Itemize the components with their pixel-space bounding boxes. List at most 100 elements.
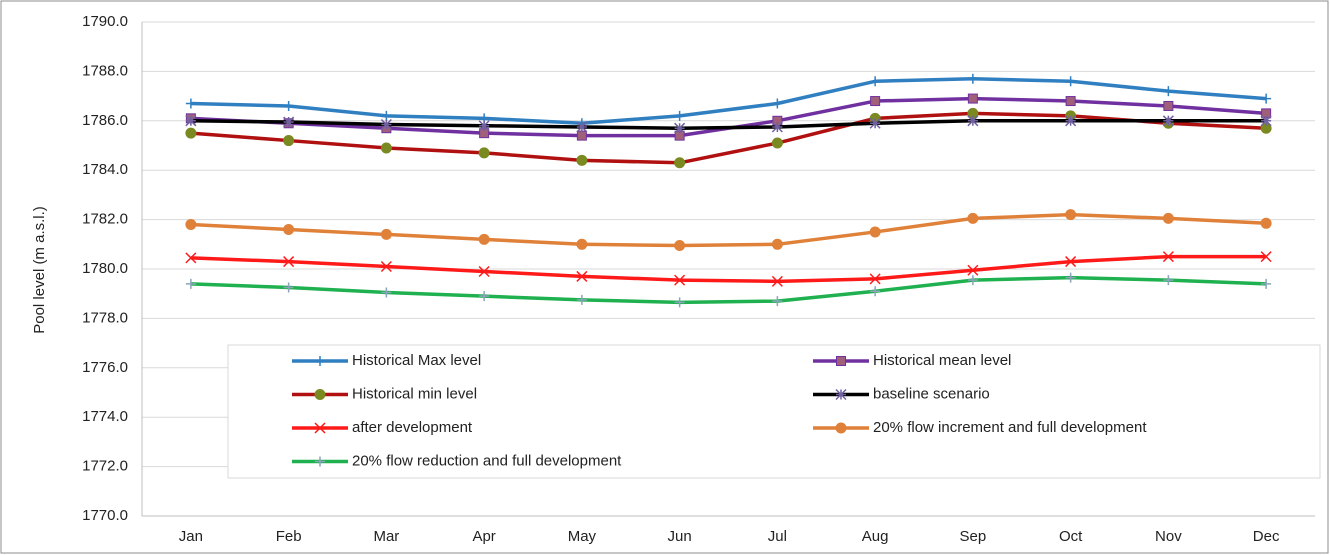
legend-label: Historical mean level: [873, 352, 1011, 369]
marker: [478, 265, 490, 278]
legend-label: Historical Max level: [352, 352, 481, 369]
x-tick-label: Dec: [1253, 528, 1280, 545]
y-tick-label: 1782.0: [82, 211, 128, 228]
marker: [771, 137, 783, 149]
marker: [478, 147, 490, 159]
marker: [315, 356, 325, 366]
y-tick-label: 1790.0: [82, 13, 128, 30]
series-line: [190, 254, 1267, 284]
marker: [1162, 115, 1174, 127]
legend-label: Historical min level: [352, 385, 477, 402]
marker: [1261, 278, 1272, 289]
marker: [185, 98, 196, 109]
marker: [283, 135, 295, 147]
marker: [576, 294, 587, 305]
marker: [870, 286, 881, 297]
marker: [314, 422, 326, 434]
y-axis-label: Pool level (m a.s.l.): [31, 206, 48, 334]
y-tick-label: 1786.0: [82, 112, 128, 129]
marker: [967, 212, 979, 224]
marker: [576, 238, 588, 250]
series-line: [190, 77, 1267, 126]
x-tick-label: May: [568, 528, 597, 545]
marker: [478, 233, 490, 245]
marker: [870, 96, 881, 107]
y-tick-label: 1788.0: [82, 62, 128, 79]
series: [185, 272, 1272, 308]
marker: [479, 291, 490, 302]
marker: [185, 252, 197, 264]
series-line: [190, 212, 1267, 248]
x-tick-label: Oct: [1059, 528, 1083, 545]
marker: [478, 120, 490, 132]
y-tick-label: 1770.0: [82, 507, 128, 524]
marker: [869, 273, 881, 285]
marker: [283, 116, 295, 128]
y-tick-label: 1784.0: [82, 161, 128, 178]
marker: [967, 73, 978, 84]
marker: [674, 240, 686, 252]
marker: [185, 127, 197, 139]
x-tick-label: Sep: [960, 528, 987, 545]
marker: [576, 270, 588, 282]
marker: [185, 219, 197, 231]
marker: [674, 297, 685, 308]
marker: [576, 154, 588, 166]
marker: [1261, 93, 1272, 104]
series: [185, 251, 1272, 287]
marker: [1260, 217, 1272, 229]
marker: [835, 422, 847, 434]
marker: [283, 282, 294, 293]
marker: [870, 76, 881, 87]
marker: [967, 93, 978, 104]
x-tick-label: Mar: [373, 528, 399, 545]
marker: [1163, 86, 1174, 97]
marker: [967, 275, 978, 286]
marker: [1260, 251, 1272, 263]
marker: [576, 130, 587, 141]
marker: [1163, 100, 1174, 111]
marker: [380, 142, 392, 154]
marker: [771, 238, 783, 250]
marker: [674, 122, 686, 134]
marker: [1163, 275, 1174, 286]
marker: [1065, 115, 1077, 127]
marker: [1065, 256, 1077, 268]
series-line: [190, 111, 1267, 165]
legend-label: after development: [352, 419, 473, 436]
marker: [772, 296, 783, 307]
marker: [185, 278, 196, 289]
marker: [835, 388, 847, 401]
x-tick-label: Nov: [1155, 528, 1182, 545]
x-tick-label: Jan: [179, 528, 203, 545]
marker: [771, 275, 783, 287]
legend-box: [227, 344, 1321, 479]
marker: [1065, 76, 1076, 87]
marker: [1260, 115, 1272, 127]
marker: [381, 110, 392, 121]
marker: [869, 117, 881, 129]
marker: [1065, 272, 1076, 283]
marker: [380, 260, 392, 273]
legend: Historical Max level Historical mean leve…: [227, 344, 1321, 479]
x-tick-label: Apr: [472, 528, 495, 545]
marker: [674, 157, 686, 169]
y-tick-label: 1778.0: [82, 309, 128, 326]
marker: [381, 287, 392, 298]
marker: [771, 121, 783, 133]
marker: [185, 115, 197, 127]
x-tick-label: Feb: [276, 528, 302, 545]
marker: [1065, 209, 1077, 221]
legend-label: 20% flow reduction and full development: [352, 452, 622, 469]
marker: [576, 121, 588, 133]
series-line: [190, 119, 1267, 130]
marker: [967, 115, 979, 127]
series: [185, 73, 1272, 129]
marker: [836, 356, 846, 366]
legend-label: 20% flow increment and full development: [873, 419, 1147, 436]
marker: [283, 223, 295, 235]
y-tick-label: 1780.0: [82, 260, 128, 277]
marker: [1162, 251, 1174, 263]
marker: [314, 389, 326, 400]
